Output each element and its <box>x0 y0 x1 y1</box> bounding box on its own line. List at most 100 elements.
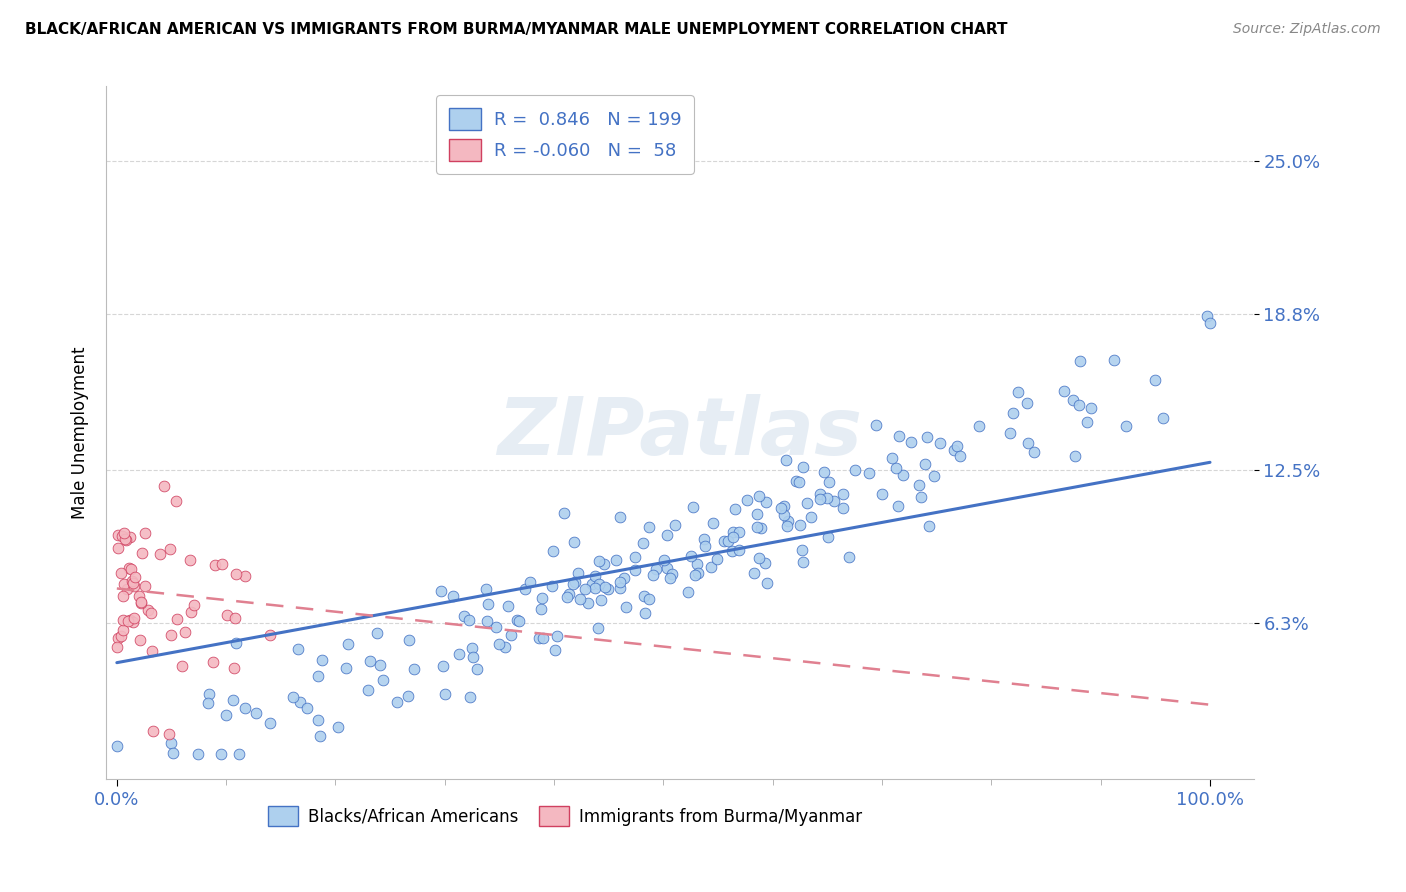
Point <box>139 607 162 621</box>
Point <box>942 443 965 458</box>
Point <box>122 611 145 625</box>
Point <box>441 589 464 603</box>
Point <box>530 591 553 606</box>
Point <box>568 591 591 606</box>
Point <box>160 628 183 642</box>
Point <box>688 566 710 580</box>
Point <box>998 425 1021 440</box>
Point <box>529 631 551 645</box>
Point <box>1152 411 1174 425</box>
Point <box>949 450 972 464</box>
Point <box>508 614 530 628</box>
Point <box>581 577 603 591</box>
Point <box>166 612 188 626</box>
Point <box>792 555 814 569</box>
Point <box>593 558 616 572</box>
Point <box>745 520 768 534</box>
Point <box>1102 352 1125 367</box>
Point <box>110 566 132 581</box>
Point <box>179 553 201 567</box>
Point <box>129 596 152 610</box>
Point <box>643 568 665 582</box>
Legend: Blacks/African Americans, Immigrants from Burma/Myanmar: Blacks/African Americans, Immigrants fro… <box>262 799 869 833</box>
Point <box>728 525 751 540</box>
Point <box>202 656 225 670</box>
Point <box>558 587 581 601</box>
Point <box>453 609 475 624</box>
Point <box>531 631 554 645</box>
Point <box>461 650 484 665</box>
Point <box>676 585 699 599</box>
Point <box>180 606 202 620</box>
Point <box>706 552 728 566</box>
Point <box>728 543 751 558</box>
Point <box>609 510 631 524</box>
Point <box>432 658 454 673</box>
Point <box>136 603 159 617</box>
Point <box>776 519 799 533</box>
Point <box>141 643 163 657</box>
Point <box>652 553 675 567</box>
Point <box>720 544 742 558</box>
Point <box>884 460 907 475</box>
Point <box>121 574 143 588</box>
Point <box>105 739 128 753</box>
Point <box>485 619 508 633</box>
Point <box>215 608 238 623</box>
Point <box>519 575 541 590</box>
Point <box>1195 309 1218 323</box>
Point <box>681 549 703 563</box>
Point <box>245 706 267 720</box>
Point <box>796 496 818 510</box>
Text: Source: ZipAtlas.com: Source: ZipAtlas.com <box>1233 22 1381 37</box>
Point <box>683 568 706 582</box>
Point <box>588 554 610 568</box>
Text: ZIPatlas: ZIPatlas <box>498 393 862 472</box>
Point <box>716 533 738 548</box>
Point <box>693 532 716 546</box>
Point <box>808 492 831 507</box>
Point <box>159 735 181 749</box>
Point <box>475 615 498 629</box>
Point <box>335 661 357 675</box>
Point <box>233 701 256 715</box>
Point <box>131 595 153 609</box>
Point <box>398 632 420 647</box>
Point <box>543 544 565 558</box>
Point <box>259 628 281 642</box>
Point <box>661 567 683 582</box>
Point <box>197 696 219 710</box>
Point <box>174 624 197 639</box>
Point <box>128 589 150 603</box>
Point <box>373 673 395 687</box>
Point <box>887 499 910 513</box>
Point <box>166 493 188 508</box>
Point <box>634 607 657 621</box>
Point <box>112 613 135 627</box>
Point <box>574 582 596 596</box>
Point <box>404 661 426 675</box>
Point <box>614 600 637 615</box>
Point <box>114 533 136 548</box>
Point <box>664 518 686 533</box>
Point <box>1067 398 1090 412</box>
Point <box>745 508 768 522</box>
Point <box>914 458 936 472</box>
Point <box>112 577 135 591</box>
Point <box>107 541 129 555</box>
Point <box>530 602 553 616</box>
Point <box>823 493 845 508</box>
Point <box>149 547 172 561</box>
Point <box>115 582 138 597</box>
Point <box>433 687 456 701</box>
Point <box>790 543 813 558</box>
Point <box>808 486 831 500</box>
Point <box>546 629 568 643</box>
Point <box>583 569 606 583</box>
Point <box>288 695 311 709</box>
Point <box>124 570 146 584</box>
Point <box>1064 449 1087 463</box>
Point <box>772 500 794 514</box>
Point <box>742 566 765 581</box>
Point <box>567 566 589 580</box>
